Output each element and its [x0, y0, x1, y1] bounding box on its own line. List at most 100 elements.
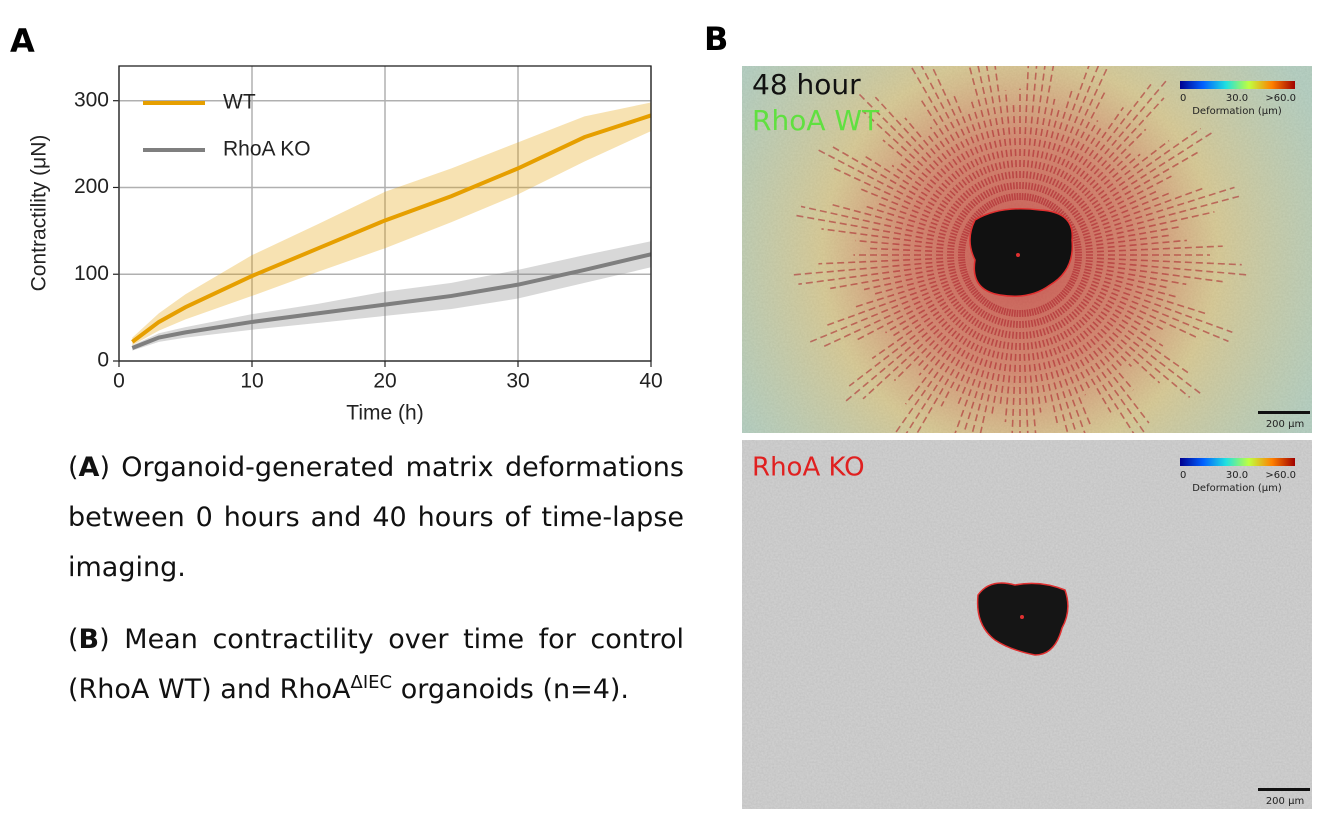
deformation-arrow — [968, 67, 1007, 203]
x-tick-label: 10 — [240, 370, 263, 393]
deformation-arrow — [904, 117, 986, 214]
deformation-arrow — [985, 66, 1012, 201]
deformation-arrow — [1011, 309, 1019, 433]
colorbar-title: Deformation (μm) — [1192, 106, 1282, 117]
deformation-arrow — [1064, 127, 1202, 225]
deformation-arrow — [963, 307, 1005, 433]
deformation-arrow — [1069, 277, 1199, 339]
deformation-arrow — [863, 266, 967, 291]
deformation-arrow — [855, 279, 972, 342]
deformation-arrow — [1056, 295, 1124, 368]
colorbar-tick: 0 — [1180, 93, 1186, 104]
deformation-arrow — [855, 239, 966, 252]
deformation-arrow — [823, 273, 969, 328]
deformation-arrow — [1021, 309, 1029, 433]
panel-label: A — [10, 22, 35, 60]
deformation-arrow — [830, 263, 966, 290]
micrograph-wt: 48 hour RhoA WT 0 30.0 >60.0 Deformation… — [742, 66, 1312, 433]
deformation-arrow — [1046, 302, 1112, 413]
deformation-arrow — [1048, 125, 1103, 210]
deformation-arrow — [1061, 289, 1191, 399]
deformation-arrow — [904, 298, 988, 405]
caption-text: ΔIEC — [350, 672, 393, 693]
deformation-arrow — [1074, 263, 1187, 286]
image-background — [742, 440, 1312, 809]
deformation-arrow — [874, 96, 984, 215]
deformation-arrow — [843, 289, 979, 404]
deformation-arrow — [971, 307, 1007, 433]
deformation-arrow — [919, 97, 992, 210]
deformation-arrow — [1074, 225, 1183, 247]
deformation-arrow — [831, 166, 971, 233]
deformation-arrow — [870, 247, 966, 254]
deformation-arrow — [796, 214, 966, 247]
deformation-arrow — [1052, 83, 1152, 212]
colorbar-tick: >60.0 — [1265, 470, 1296, 481]
deformation-arrow — [854, 270, 968, 308]
band-fill — [132, 241, 652, 351]
deformation-arrow — [856, 91, 982, 217]
deformation-arrow — [816, 148, 972, 231]
deformation-arrow — [821, 228, 966, 249]
deformation-arrow — [1074, 261, 1223, 283]
time-label: 48 hour — [752, 68, 861, 101]
deformation-arrow — [979, 308, 1009, 433]
deformation-arrow — [1038, 306, 1086, 433]
deformation-arrow — [955, 304, 998, 392]
deformation-arrow — [893, 293, 982, 382]
deformation-arrow — [1067, 151, 1200, 229]
x-tick-label: 30 — [506, 370, 529, 393]
deformation-arrow — [793, 258, 966, 276]
deformation-arrow — [918, 296, 986, 376]
deformation-arrow — [1058, 293, 1133, 368]
deformation-arrow — [1040, 66, 1100, 205]
micrograph-ko: RhoA KO 0 30.0 >60.0 Deformation (μm) 20… — [742, 440, 1312, 809]
deformation-arrow — [1070, 192, 1170, 235]
deformation-arrow — [957, 305, 1000, 405]
deformation-arrow — [848, 287, 977, 387]
deformation-arrow — [1068, 175, 1172, 231]
deformation-arrow — [1052, 298, 1150, 424]
deformation-arrow — [1065, 131, 1214, 227]
colorbar — [1180, 81, 1295, 89]
chart: Time (h) Contractility (μN) 0 100 200 300 0 1… — [28, 65, 663, 425]
deformation-arrow — [940, 303, 996, 407]
deformation-arrow — [1038, 66, 1090, 204]
caption: (B) Mean contractility over time for con… — [68, 615, 684, 715]
scale-bar — [1258, 411, 1310, 414]
colorbar-title: Deformation (μm) — [1192, 483, 1282, 494]
deformation-arrow — [1012, 105, 1019, 201]
deformation-arrow — [1072, 195, 1240, 242]
deformation-arrow — [1074, 245, 1223, 254]
deformation-arrow — [1068, 279, 1165, 331]
deformation-arrow — [931, 66, 998, 206]
deformation-arrow — [1063, 140, 1170, 223]
y-axis-label: Contractility (μN) — [28, 135, 51, 292]
deformation-arrow — [916, 295, 984, 368]
deformation-arrow — [1054, 78, 1169, 214]
deformation-arrow — [1050, 299, 1146, 433]
deformation-arrow — [953, 95, 1000, 205]
deformation-arrow — [1074, 256, 1242, 266]
deformation-arrow — [1033, 307, 1069, 433]
deformation-arrow — [1072, 268, 1178, 299]
deformation-arrow — [1074, 258, 1248, 276]
deformation-arrow — [1074, 234, 1169, 249]
deformation-arrow — [885, 281, 973, 334]
deformation-arrow — [1026, 66, 1046, 201]
deformation-arrow — [798, 261, 966, 285]
deformation-arrow — [1070, 275, 1229, 343]
deformation-arrow — [871, 285, 976, 360]
deformation-arrow — [1031, 308, 1059, 426]
deformation-arrow — [1072, 270, 1209, 316]
organoid-center — [1020, 615, 1024, 619]
deformation-arrow — [891, 164, 976, 225]
organoid-center — [1016, 253, 1020, 257]
image-texture — [742, 440, 1312, 809]
deformation-arrow — [1067, 281, 1151, 331]
caption-label: B — [78, 624, 100, 655]
legend-label: RhoA KO — [223, 138, 311, 161]
x-tick-label: 20 — [373, 370, 396, 393]
deformation-arrow — [1073, 211, 1215, 244]
deformation-arrow — [821, 277, 971, 349]
